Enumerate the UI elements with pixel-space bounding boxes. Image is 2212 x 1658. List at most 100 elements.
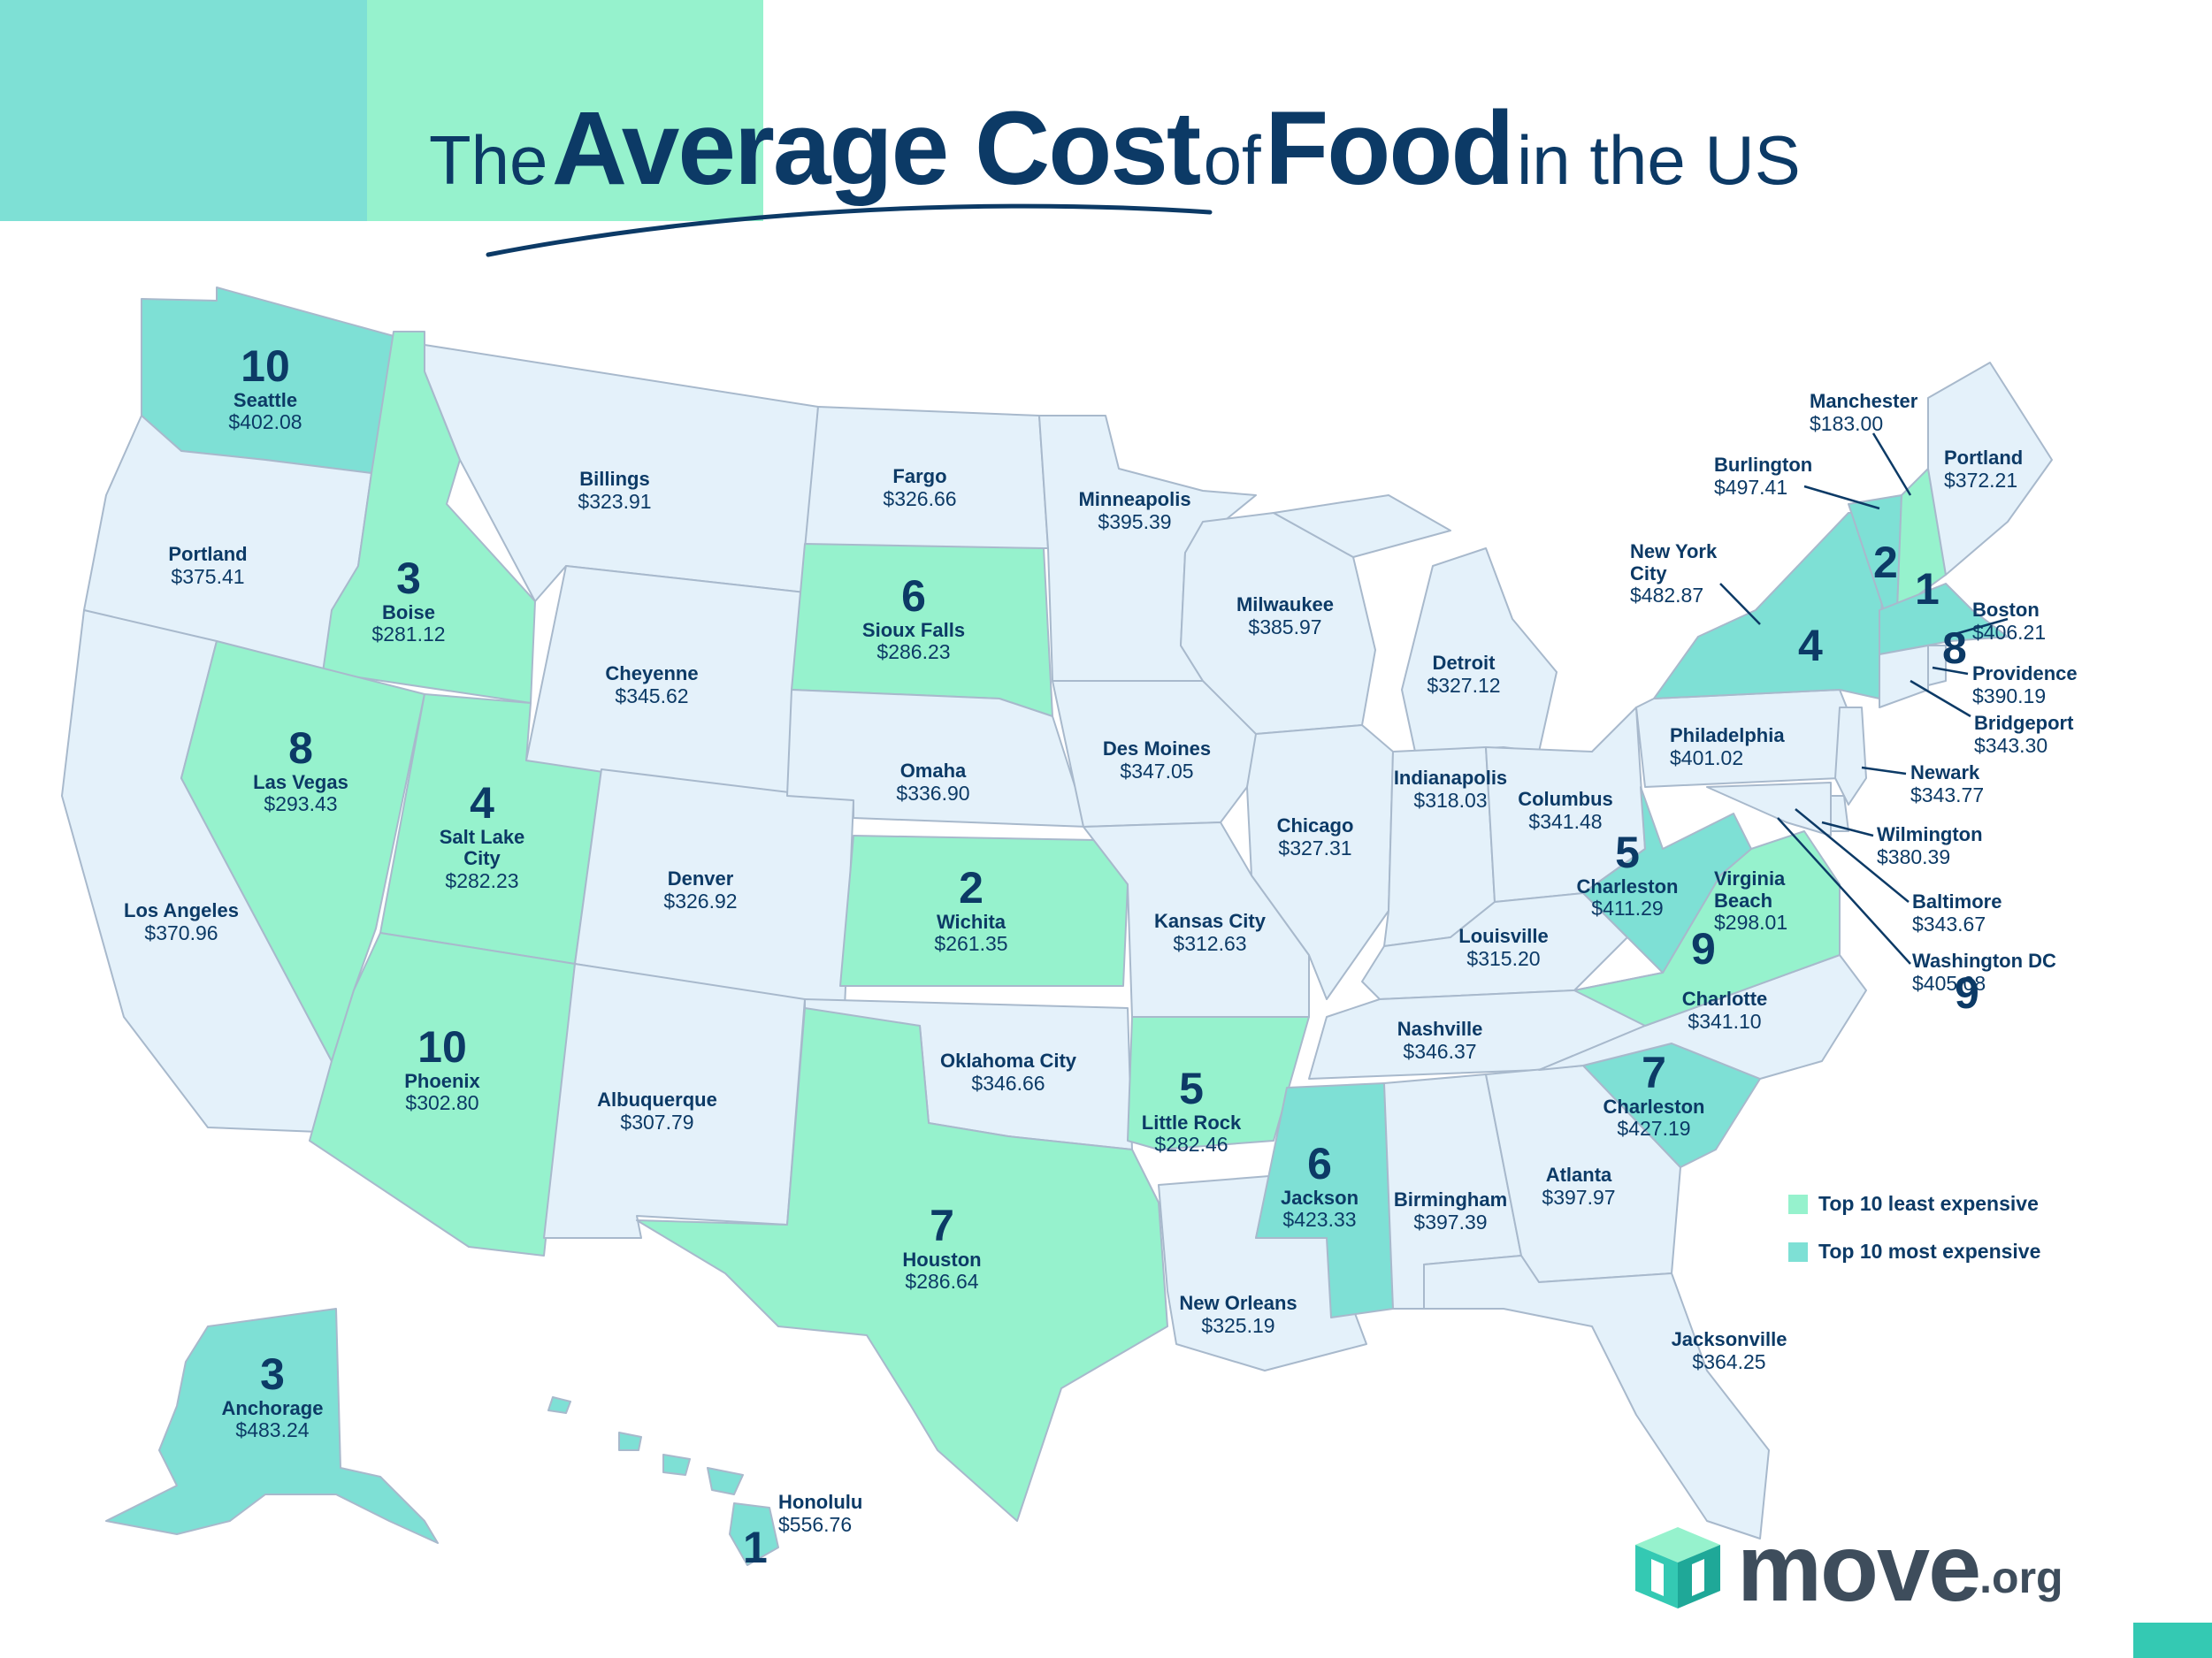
city-rank: 3	[260, 1349, 285, 1399]
city-name: Nashville	[1397, 1018, 1483, 1040]
state-alaska	[105, 1308, 439, 1544]
city-label-jacksonville: Jacksonville $364.25	[1671, 1328, 1787, 1373]
city-label-manchester: Manchester $183.00	[1810, 390, 1918, 435]
city-label-portland-me: Portland $372.21	[1944, 447, 2023, 492]
logo-word: move	[1737, 1514, 1981, 1621]
city-name: Detroit	[1432, 652, 1496, 674]
city-price: $427.19	[1617, 1117, 1691, 1141]
leader-line	[1719, 583, 1761, 625]
city-price: $325.19	[1201, 1313, 1275, 1337]
city-name: Jacksonville	[1671, 1328, 1787, 1350]
title-part-5: in the US	[1516, 121, 1801, 199]
city-name: Wilmington	[1877, 823, 1983, 845]
city-price: $401.02	[1670, 745, 1744, 769]
leader-line	[1803, 485, 1880, 510]
city-label-birmingham: Birmingham $397.39	[1394, 1188, 1507, 1234]
city-name: Newark	[1910, 761, 1980, 783]
city-price: $380.39	[1877, 844, 1951, 868]
corner-accent	[2133, 1623, 2212, 1658]
city-name: Los Angeles	[124, 899, 239, 921]
leader-line	[1945, 617, 2009, 638]
city-name: Little Rock	[1141, 1111, 1242, 1134]
city-price: $183.00	[1810, 411, 1884, 435]
city-name: Denver	[667, 867, 734, 890]
city-name: Philadelphia	[1670, 724, 1785, 746]
leader-line	[1821, 821, 1874, 837]
leader-line	[1910, 679, 1971, 718]
city-name: Charlotte	[1681, 988, 1768, 1010]
city-label-columbus: Columbus $341.48	[1518, 788, 1613, 833]
city-label-oklahoma-city: Oklahoma City $346.66	[939, 1050, 1077, 1095]
city-name: Sioux Falls	[861, 618, 966, 641]
city-label-new-orleans: New Orleans $325.19	[1179, 1292, 1297, 1337]
city-price: $397.97	[1542, 1185, 1616, 1209]
city-price: $286.23	[876, 640, 951, 664]
box-logo-icon	[1635, 1526, 1720, 1608]
city-name: Charleston	[1576, 875, 1679, 898]
city-label-boise: 3 Boise $281.12	[371, 555, 445, 646]
city-price: $405.08	[1912, 971, 1986, 995]
state-connecticut	[1879, 645, 1929, 708]
city-rank-honolulu: 1	[743, 1523, 768, 1572]
state-nebraska	[786, 689, 1089, 828]
city-label-philadelphia: Philadelphia $401.02	[1670, 724, 1785, 769]
legend-least-label: Top 10 least expensive	[1818, 1192, 2039, 1215]
city-label-charleston-wv: 5 Charleston $411.29	[1577, 829, 1679, 921]
city-label-detroit: Detroit $327.12	[1427, 652, 1500, 697]
city-rank: 8	[288, 723, 313, 773]
city-label-denver: Denver $326.92	[663, 867, 737, 913]
city-rank: 6	[901, 571, 926, 621]
leader-line	[1795, 808, 1910, 903]
state-kansas	[839, 835, 1129, 987]
city-price: $390.19	[1972, 684, 2047, 707]
city-price: $293.43	[264, 792, 338, 816]
city-rank-washington-dc: 9	[1955, 968, 1979, 1018]
city-label-honolulu: Honolulu $556.76	[778, 1491, 862, 1536]
city-price: $372.21	[1944, 468, 2018, 492]
city-name: Milwaukee	[1236, 593, 1335, 615]
city-name: Houston	[902, 1248, 982, 1271]
legend-least: Top 10 least expensive	[1788, 1192, 2039, 1216]
city-label-las-vegas: 8 Las Vegas $293.43	[253, 725, 348, 816]
legend-most-label: Top 10 most expensive	[1818, 1240, 2041, 1263]
city-price: $395.39	[1098, 509, 1172, 533]
logo-tld: .org	[1979, 1553, 2063, 1602]
city-price: $336.90	[896, 781, 970, 805]
city-label-des-moines: Des Moines $347.05	[1103, 737, 1211, 783]
city-name: Oklahoma City	[939, 1050, 1077, 1072]
city-rank: 4	[470, 778, 494, 828]
city-label-jackson: 6 Jackson $423.33	[1281, 1141, 1359, 1232]
city-name: Burlington	[1714, 454, 1813, 476]
city-price: $343.30	[1974, 733, 2048, 757]
city-name: Cheyenne	[605, 662, 699, 684]
city-price: $346.37	[1403, 1039, 1477, 1063]
city-label-wilmington: Wilmington $380.39	[1877, 823, 1983, 868]
city-price: $345.62	[615, 684, 689, 707]
city-rank: 7	[1642, 1048, 1666, 1097]
city-rank-boston: 8	[1942, 623, 1967, 673]
leader-line	[1777, 817, 1911, 965]
state-texas	[636, 1007, 1168, 1522]
city-name: Providence	[1972, 662, 2078, 684]
city-price: $318.03	[1413, 788, 1488, 812]
city-label-cheyenne: Cheyenne $345.62	[605, 662, 699, 707]
city-price: $261.35	[934, 932, 1008, 956]
city-price: $346.66	[971, 1071, 1045, 1095]
city-name: Manchester	[1810, 390, 1918, 412]
city-label-charleston-sc: 7 Charleston $427.19	[1604, 1050, 1705, 1141]
leader-line	[1871, 432, 1912, 496]
city-label-nashville: Nashville $346.37	[1397, 1018, 1483, 1063]
city-name: Wichita	[936, 910, 1006, 933]
city-price: $482.87	[1630, 584, 1704, 607]
city-name: Omaha	[899, 760, 967, 782]
page-title: The Average Cost of Food in the US	[429, 88, 1801, 209]
city-rank: 10	[241, 341, 290, 391]
city-price: $411.29	[1591, 897, 1664, 921]
city-price: $347.05	[1120, 759, 1194, 783]
move-org-logo: move .org	[1632, 1512, 2063, 1623]
legend-most: Top 10 most expensive	[1788, 1240, 2040, 1264]
header-block-mint	[367, 0, 763, 221]
city-name: Virginia Beach	[1714, 867, 1786, 912]
city-rank: 2	[959, 863, 984, 913]
city-label-baltimore: Baltimore $343.67	[1912, 890, 2002, 936]
